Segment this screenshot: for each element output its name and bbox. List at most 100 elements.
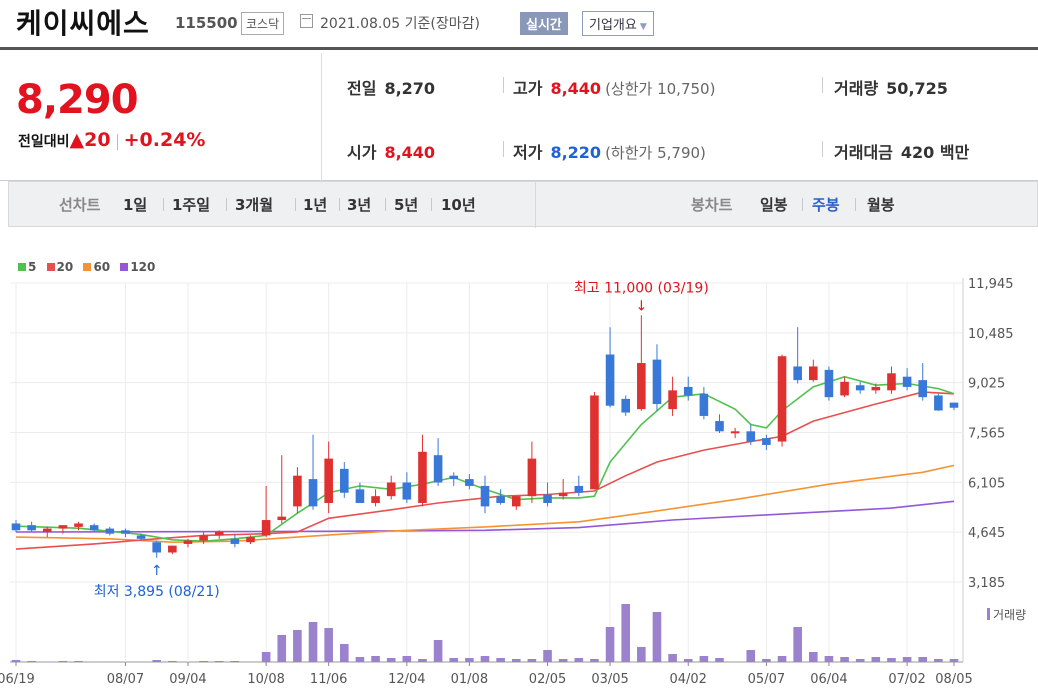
volume-bar xyxy=(590,659,599,662)
volume-bar xyxy=(793,627,802,662)
divider xyxy=(822,77,823,93)
candle-body xyxy=(27,525,36,531)
candle-body xyxy=(136,535,146,539)
volume-bar xyxy=(762,659,771,662)
volume-bar xyxy=(340,644,349,662)
divider xyxy=(385,198,386,211)
period-3m[interactable]: 3개월 xyxy=(235,196,274,214)
calendar-icon xyxy=(300,14,313,28)
volume-bar xyxy=(152,660,161,662)
volume-bar xyxy=(918,657,928,662)
overview-label: 기업개요 xyxy=(589,18,637,33)
candle-body xyxy=(449,475,459,480)
volume-bar xyxy=(949,659,959,662)
low-label: 저가 xyxy=(513,143,543,162)
candle-body xyxy=(511,496,521,507)
volume-bar xyxy=(168,661,177,662)
y-tick-label: 10,485 xyxy=(968,327,1014,342)
chart-legend: 5 20 60 120 xyxy=(18,260,161,274)
prev-value: 8,270 xyxy=(384,79,436,98)
volume-bar xyxy=(27,661,36,662)
up-triangle-icon: ▲ xyxy=(69,129,85,151)
y-tick-label: 9,025 xyxy=(968,377,1005,392)
company-overview-dropdown[interactable]: 기업개요 ▼ xyxy=(582,11,654,36)
period-daily[interactable]: 일봉 xyxy=(760,196,788,214)
up-arrow-icon: ↑ xyxy=(151,563,163,579)
candle-body xyxy=(902,376,912,387)
x-tick-label: 06/04 xyxy=(810,672,847,687)
volume-bar xyxy=(605,627,615,662)
volume-bar xyxy=(496,658,505,662)
volume-bar xyxy=(261,652,271,662)
divider xyxy=(321,53,322,181)
x-tick-label: 01/08 xyxy=(451,672,488,687)
divider xyxy=(431,198,432,211)
volume-bar xyxy=(293,630,302,662)
volume-bar xyxy=(871,657,881,662)
period-1d[interactable]: 1일 xyxy=(123,196,148,214)
volume-bar xyxy=(574,658,584,662)
volume-bar xyxy=(934,659,943,662)
volume-bar xyxy=(855,659,865,662)
divider xyxy=(226,198,227,211)
period-1w[interactable]: 1주일 xyxy=(172,196,211,214)
candle-body xyxy=(683,386,693,396)
legend-ma120: 120 xyxy=(120,260,155,274)
candle-body xyxy=(527,458,537,497)
candle-body xyxy=(840,381,849,396)
volume-bar xyxy=(902,657,912,662)
y-tick-label: 3,185 xyxy=(968,576,1005,591)
candle-body xyxy=(293,475,302,507)
divider xyxy=(535,182,536,228)
candle-body xyxy=(183,540,193,544)
y-tick-label: 4,645 xyxy=(968,526,1005,541)
ma20-line xyxy=(15,391,955,550)
line-chart-label: 선차트 xyxy=(59,196,101,214)
volume-bar xyxy=(637,647,646,662)
candle-body xyxy=(386,482,396,497)
candle-body xyxy=(730,431,740,434)
period-1y[interactable]: 1년 xyxy=(303,196,328,214)
candle-body xyxy=(887,373,896,391)
divider xyxy=(855,198,856,211)
open-price: 시가 8,440 xyxy=(347,139,435,163)
volume-legend-swatch xyxy=(987,608,990,620)
candle-body xyxy=(949,402,959,408)
volume-bar xyxy=(777,656,787,662)
x-tick-label: 09/04 xyxy=(169,672,206,687)
volume-bar xyxy=(277,635,287,662)
candle-body xyxy=(699,393,709,416)
x-tick-label: 06/19 xyxy=(0,672,35,687)
x-tick-label: 08/05 xyxy=(935,672,972,687)
stock-header: 케이씨에스 115500 코스닥 2021.08.05 기준(장마감) 실시간 … xyxy=(0,0,1038,50)
volume-bar xyxy=(668,654,677,662)
candle-body xyxy=(42,528,52,532)
candle-body xyxy=(199,535,208,541)
period-weekly[interactable]: 주봉 xyxy=(812,196,840,214)
volume-bar xyxy=(511,659,521,662)
volume-bar xyxy=(74,661,83,662)
period-3y[interactable]: 3년 xyxy=(347,196,372,214)
change-percent: +0.24% xyxy=(123,129,206,151)
ma120-line xyxy=(15,500,955,533)
period-10y[interactable]: 10년 xyxy=(441,196,476,214)
volume-bar xyxy=(652,612,662,662)
ma60-line xyxy=(15,464,955,544)
candle-body xyxy=(621,398,630,413)
candle-body xyxy=(590,395,599,490)
candle-body xyxy=(777,356,787,442)
volume-bar xyxy=(199,661,208,662)
volume-bar xyxy=(809,652,818,662)
x-tick-label: 05/07 xyxy=(748,672,785,687)
period-monthly[interactable]: 월봉 xyxy=(867,196,895,214)
period-5y[interactable]: 5년 xyxy=(394,196,419,214)
candle-body xyxy=(214,531,224,536)
divider xyxy=(116,134,118,150)
realtime-button[interactable]: 실시간 xyxy=(520,12,568,35)
candle-body xyxy=(58,525,68,529)
candle-body xyxy=(11,523,21,531)
high-price: 고가 8,440 (상한가 10,750) xyxy=(513,75,715,99)
chevron-down-icon: ▼ xyxy=(639,22,647,32)
divider xyxy=(163,198,164,211)
volume-bar xyxy=(465,658,474,662)
